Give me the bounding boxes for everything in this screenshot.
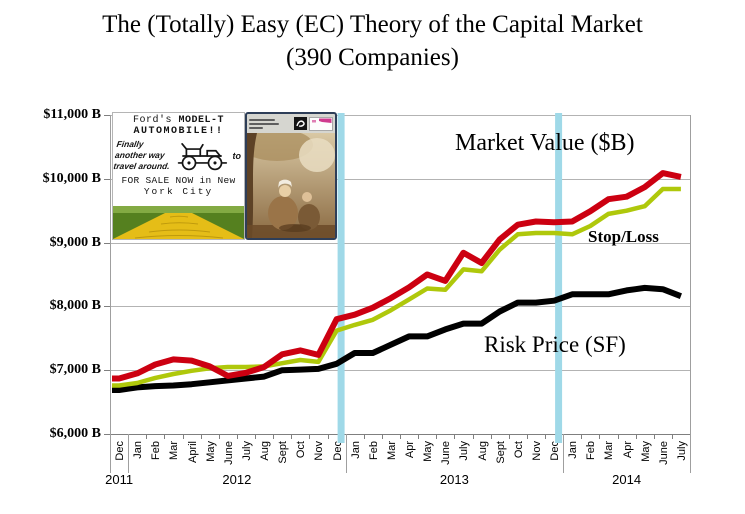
model-t-car-icon	[177, 143, 227, 171]
card-logo-icon	[294, 117, 307, 130]
x-axis-tick	[309, 434, 311, 439]
plot-left-border	[110, 115, 111, 434]
year-separator	[110, 434, 111, 473]
x-axis-tick	[508, 434, 510, 439]
ad-headline-model: MODEL-T	[178, 115, 225, 126]
y-axis-label: $8,000 B	[49, 298, 101, 314]
chart-title: The (Totally) Easy (EC) Theory of the Ca…	[0, 8, 745, 74]
ad-tagline-to: to	[232, 151, 242, 161]
y-axis-label: $7,000 B	[49, 362, 101, 378]
x-axis-tick	[545, 434, 546, 439]
chart-title-line2: (390 Companies)	[286, 44, 459, 71]
year-label-2011: 2011	[105, 472, 134, 487]
x-axis-tick	[273, 434, 275, 439]
year-label-2014: 2014	[612, 472, 642, 487]
y-axis-tick	[104, 434, 110, 435]
usa-map-icon	[309, 116, 333, 131]
x-axis-tick	[327, 434, 329, 439]
ad-sale-line1: FOR SALE NOW in New	[121, 175, 236, 186]
inset-card-painting	[245, 112, 337, 240]
gridline	[110, 370, 690, 372]
x-axis-tick	[436, 434, 438, 439]
y-axis-tick	[104, 242, 110, 244]
annotation-risk-price-sf: Risk Price (SF)	[484, 332, 626, 357]
annotation-market-value-b: Market Value ($B)	[455, 130, 635, 156]
yellow-brick-road-graphic	[113, 206, 244, 239]
ad-middle-row: Finally another way travel around.	[113, 137, 244, 175]
plot-right-border	[690, 115, 691, 434]
ad-sale-line2: York City	[143, 186, 214, 197]
x-axis-tick	[581, 434, 583, 439]
x-axis-tick	[472, 434, 474, 439]
series-line-risk-price-sf	[112, 284, 682, 393]
x-axis-tick	[164, 434, 166, 439]
y-axis-label: $9,000 B	[49, 234, 101, 250]
gridline	[110, 115, 690, 116]
year-separator	[345, 434, 347, 473]
x-axis-tick	[454, 434, 456, 439]
x-axis-tick	[200, 434, 202, 439]
year-label-2012: 2012	[222, 472, 252, 487]
ad-headline: Ford's MODEL-T	[113, 115, 244, 126]
y-axis-tick	[104, 115, 110, 116]
series-line-stop-loss	[112, 186, 681, 388]
x-axis-tick	[146, 434, 148, 439]
x-axis-tick	[218, 434, 220, 439]
inset-ad-model-t: Ford's MODEL-T AUTOMOBILE!! Finally anot…	[112, 112, 245, 240]
x-axis-tick	[671, 434, 673, 439]
year-separator	[690, 434, 691, 473]
series-line-market-value-b	[112, 170, 682, 382]
x-axis-tick	[291, 434, 293, 439]
x-axis-tick	[182, 434, 184, 439]
x-axis-tick	[400, 434, 401, 439]
x-axis-tick	[490, 434, 492, 439]
gridline	[110, 242, 690, 244]
ad-headline-prefix: Ford's	[132, 115, 179, 126]
x-axis-tick	[617, 434, 619, 439]
ad-headline-line2: AUTOMOBILE!!	[133, 126, 224, 137]
card-header-text	[249, 117, 292, 131]
gridline	[110, 178, 690, 180]
x-axis-tick	[599, 434, 601, 439]
year-label-2013: 2013	[439, 472, 469, 487]
chart-title-line1: The (Totally) Easy (EC) Theory of the Ca…	[102, 11, 643, 38]
x-axis-tick	[381, 434, 383, 439]
year-separator	[128, 434, 130, 473]
x-axis-tick	[236, 434, 238, 439]
y-axis-label: $10,000 B	[42, 170, 101, 186]
card-header	[247, 114, 335, 133]
x-axis-tick	[653, 434, 655, 439]
y-axis-tick	[104, 178, 110, 180]
y-axis-label: $11,000 B	[43, 107, 101, 122]
x-axis-tick	[418, 434, 420, 439]
x-axis-tick	[363, 434, 365, 439]
x-axis-tick	[255, 434, 256, 439]
y-axis-tick	[104, 306, 110, 308]
year-separator	[563, 434, 565, 473]
x-axis-tick	[526, 434, 528, 439]
annotation-stop-loss: Stop/Loss	[588, 227, 659, 246]
y-axis-tick	[104, 370, 110, 372]
x-axis-tick	[635, 434, 637, 439]
y-axis-label: $6,000 B	[49, 426, 101, 441]
sepia-painting-graphic	[247, 133, 335, 238]
